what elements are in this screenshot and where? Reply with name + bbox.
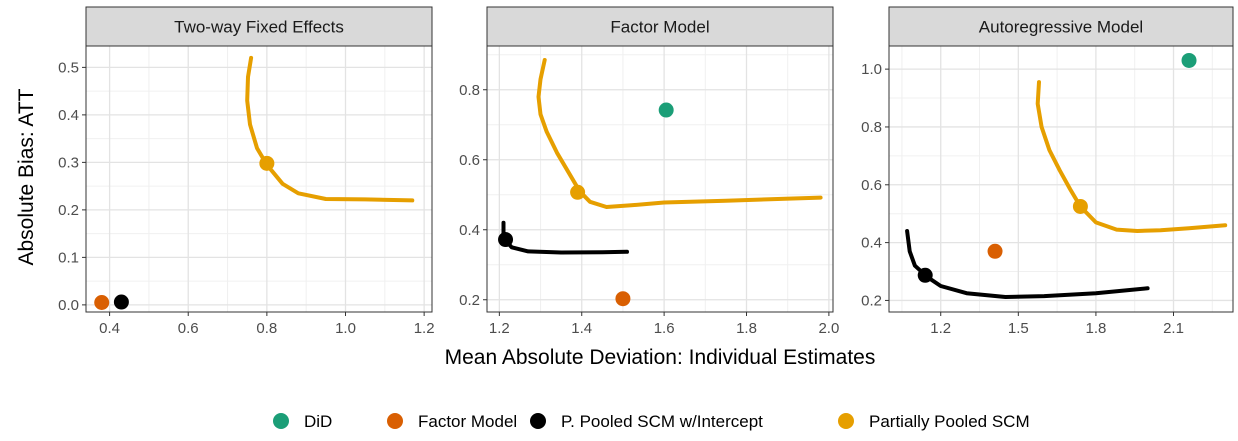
x-tick-label: 1.8 <box>736 320 757 337</box>
point-factor-model <box>987 243 1003 259</box>
panel-strip <box>888 6 1234 47</box>
x-tick-label: 1.2 <box>489 320 510 337</box>
grid-lines <box>86 46 432 312</box>
y-tick-label: 0.3 <box>58 154 79 171</box>
y-tick-label: 1.0 <box>861 61 882 78</box>
legend: DiD Factor Model P. Pooled SCM w/Intercept… <box>273 412 1030 431</box>
curve-partially-pooled-scm <box>536 58 823 209</box>
x-tick-label: 1.0 <box>335 320 356 337</box>
y-tick-label: 0.6 <box>861 177 882 194</box>
curve-p-pooled-scm-w-intercept <box>501 220 629 255</box>
point-p-pooled-scm-w-intercept <box>113 294 129 310</box>
y-tick-label: 0.8 <box>459 82 480 99</box>
legend-swatch <box>838 413 854 429</box>
grid-lines <box>889 46 1233 312</box>
y-axis-title: Absolute Bias: ATT <box>15 88 38 265</box>
panel-border <box>85 45 433 313</box>
x-tick-label: 1.8 <box>1085 320 1106 337</box>
x-tick-label: 0.4 <box>99 320 120 337</box>
legend-label: Partially Pooled SCM <box>869 412 1030 431</box>
panel-1: Two-way Fixed Effects 0.4 0.6 0.8 1.0 1.2 0.0 0… <box>58 6 435 337</box>
y-tick-label: 0.4 <box>459 222 480 239</box>
point-factor-model <box>94 295 110 310</box>
point-partially-pooled-scm <box>570 184 586 200</box>
legend-label: P. Pooled SCM w/Intercept <box>561 412 763 431</box>
panel-3: Autoregressive Model 1.2 1.5 1.8 2.1 0.2 0.4 0.… <box>861 6 1234 337</box>
curve-partially-pooled-scm <box>1035 80 1228 233</box>
panel-title: Autoregressive Model <box>979 18 1143 37</box>
point-did <box>1181 52 1197 68</box>
legend-item: Partially Pooled SCM <box>838 412 1030 431</box>
point-p-pooled-scm-w-intercept <box>498 232 514 248</box>
y-tick-label: 0.2 <box>861 292 882 309</box>
x-tick-label: 0.6 <box>178 320 199 337</box>
legend-swatch <box>530 413 546 429</box>
legend-item: P. Pooled SCM w/Intercept <box>530 412 763 431</box>
x-tick-label: 1.4 <box>571 320 592 337</box>
legend-label: DiD <box>304 412 332 431</box>
x-tick-label: 0.8 <box>256 320 277 337</box>
x-tick-label: 1.6 <box>654 320 675 337</box>
point-p-pooled-scm-w-intercept <box>917 267 933 283</box>
x-tick-label: 1.2 <box>414 320 435 337</box>
panel-strip <box>85 6 433 47</box>
point-factor-model <box>615 291 631 307</box>
legend-item: DiD <box>273 412 332 431</box>
legend-swatch <box>273 413 289 429</box>
y-tick-label: 0.0 <box>58 297 79 314</box>
curve-partially-pooled-scm <box>245 55 415 203</box>
curve-p-pooled-scm-w-intercept <box>905 229 1150 299</box>
point-partially-pooled-scm <box>1072 198 1088 214</box>
panel-strip <box>486 6 834 47</box>
y-tick-label: 0.2 <box>58 202 79 219</box>
y-tick-label: 0.5 <box>58 59 79 76</box>
y-tick-label: 0.6 <box>459 152 480 169</box>
panel-title: Two-way Fixed Effects <box>174 18 344 37</box>
y-tick-label: 0.2 <box>459 292 480 309</box>
panel-border <box>888 45 1234 313</box>
y-tick-label: 0.1 <box>58 249 79 266</box>
chart-panels: Two-way Fixed Effects 0.4 0.6 0.8 1.0 1.2 0.0 0… <box>58 6 1234 337</box>
legend-swatch <box>387 413 403 429</box>
panel-2: Factor Model 1.2 1.4 1.6 1.8 2.0 0.2 0.4 0.6 0.8 <box>459 6 839 337</box>
y-tick-label: 0.8 <box>861 119 882 136</box>
x-tick-label: 1.2 <box>930 320 951 337</box>
legend-label: Factor Model <box>418 412 517 431</box>
x-tick-label: 1.5 <box>1008 320 1029 337</box>
panel-border <box>486 45 834 313</box>
x-axis-title: Mean Absolute Deviation: Individual Esti… <box>445 346 876 369</box>
panel-title: Factor Model <box>610 18 709 37</box>
y-tick-label: 0.4 <box>861 235 882 252</box>
point-partially-pooled-scm <box>259 155 275 171</box>
legend-item: Factor Model <box>387 412 517 431</box>
x-tick-label: 2.1 <box>1163 320 1184 337</box>
x-tick-label: 2.0 <box>818 320 839 337</box>
y-tick-label: 0.4 <box>58 107 79 124</box>
point-did <box>658 102 674 118</box>
